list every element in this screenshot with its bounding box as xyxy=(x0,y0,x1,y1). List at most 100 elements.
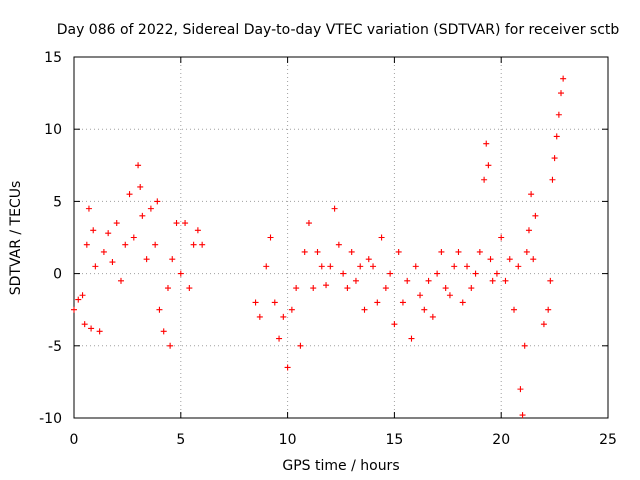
data-point xyxy=(408,335,415,342)
data-point xyxy=(271,299,278,306)
chart-title: Day 086 of 2022, Sidereal Day-to-day VTE… xyxy=(57,22,620,38)
data-point xyxy=(177,270,184,277)
data-point xyxy=(130,234,137,241)
data-point xyxy=(429,313,436,320)
data-point xyxy=(169,256,176,263)
data-series xyxy=(71,75,567,419)
x-tick-label: 25 xyxy=(599,432,617,448)
data-point xyxy=(560,75,567,82)
data-point xyxy=(365,256,372,263)
y-tick-label: 10 xyxy=(44,122,62,138)
data-point xyxy=(483,140,490,147)
data-point xyxy=(446,292,453,299)
data-point xyxy=(370,263,377,270)
data-point xyxy=(288,306,295,313)
data-point xyxy=(361,306,368,313)
data-point xyxy=(109,259,116,266)
y-tick-label: 15 xyxy=(44,50,62,66)
y-tick-label: -5 xyxy=(48,339,62,355)
data-point xyxy=(96,328,103,335)
data-point xyxy=(519,412,526,419)
data-point xyxy=(511,306,518,313)
data-point xyxy=(152,241,159,248)
data-point xyxy=(92,263,99,270)
data-point xyxy=(276,335,283,342)
data-point xyxy=(549,176,556,183)
data-point xyxy=(387,270,394,277)
data-point xyxy=(523,248,530,255)
data-point xyxy=(75,296,82,303)
grid xyxy=(74,57,608,418)
data-point xyxy=(135,162,142,169)
data-point xyxy=(90,227,97,234)
data-point xyxy=(71,306,77,313)
data-point xyxy=(404,277,411,284)
data-point xyxy=(297,342,304,349)
data-point xyxy=(252,299,259,306)
data-point xyxy=(540,321,547,328)
plot-frame xyxy=(73,56,609,419)
data-point xyxy=(156,306,163,313)
data-point xyxy=(83,241,90,248)
data-point xyxy=(528,191,535,198)
data-point xyxy=(530,256,537,263)
data-point xyxy=(352,277,359,284)
x-tick-label: 5 xyxy=(176,432,185,448)
data-point xyxy=(521,342,528,349)
data-point xyxy=(293,285,300,292)
data-point xyxy=(331,205,338,212)
y-tick-label: -10 xyxy=(39,411,62,427)
data-point xyxy=(348,248,355,255)
data-point xyxy=(472,270,479,277)
data-point xyxy=(412,263,419,270)
data-point xyxy=(455,248,462,255)
x-tick-labels: 0 5 10 15 20 25 xyxy=(70,432,617,448)
data-point xyxy=(532,212,539,219)
data-point xyxy=(305,220,312,227)
data-point xyxy=(160,328,167,335)
data-point xyxy=(105,230,112,237)
data-point xyxy=(173,220,180,227)
data-point xyxy=(113,220,120,227)
data-point xyxy=(256,313,263,320)
data-point xyxy=(464,263,471,270)
data-point xyxy=(117,277,124,284)
data-point xyxy=(555,111,562,118)
data-point xyxy=(382,285,389,292)
data-point xyxy=(314,248,321,255)
data-point xyxy=(551,155,558,162)
data-point xyxy=(553,133,560,140)
data-point xyxy=(425,277,432,284)
x-tick-label: 20 xyxy=(492,432,510,448)
data-point xyxy=(318,263,325,270)
data-point xyxy=(357,263,364,270)
data-point xyxy=(85,205,92,212)
data-point xyxy=(517,386,524,393)
data-point xyxy=(417,292,424,299)
data-point xyxy=(481,176,488,183)
data-point xyxy=(284,364,291,371)
data-point xyxy=(506,256,513,263)
data-point xyxy=(79,292,86,299)
data-point xyxy=(515,263,522,270)
y-tick-label: 5 xyxy=(53,194,62,210)
data-point xyxy=(167,342,174,349)
data-point xyxy=(263,263,270,270)
data-point xyxy=(391,321,398,328)
x-tick-label: 10 xyxy=(279,432,297,448)
data-point xyxy=(182,220,189,227)
data-point xyxy=(378,234,385,241)
data-point xyxy=(194,227,201,234)
data-point xyxy=(558,90,565,97)
data-point xyxy=(126,191,133,198)
data-point xyxy=(139,212,146,219)
data-point xyxy=(547,277,554,284)
x-tick-label: 0 xyxy=(70,432,79,448)
data-point xyxy=(143,256,150,263)
data-point xyxy=(442,285,449,292)
data-point xyxy=(502,277,509,284)
data-point xyxy=(451,263,458,270)
data-point xyxy=(280,313,287,320)
data-point xyxy=(340,270,347,277)
